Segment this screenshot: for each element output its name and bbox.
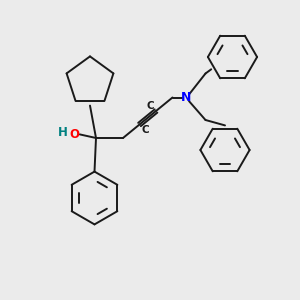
Text: N: N — [181, 91, 191, 104]
Text: O: O — [69, 128, 80, 141]
Text: H: H — [58, 126, 68, 140]
Text: C: C — [147, 100, 154, 111]
Text: C: C — [141, 125, 149, 135]
